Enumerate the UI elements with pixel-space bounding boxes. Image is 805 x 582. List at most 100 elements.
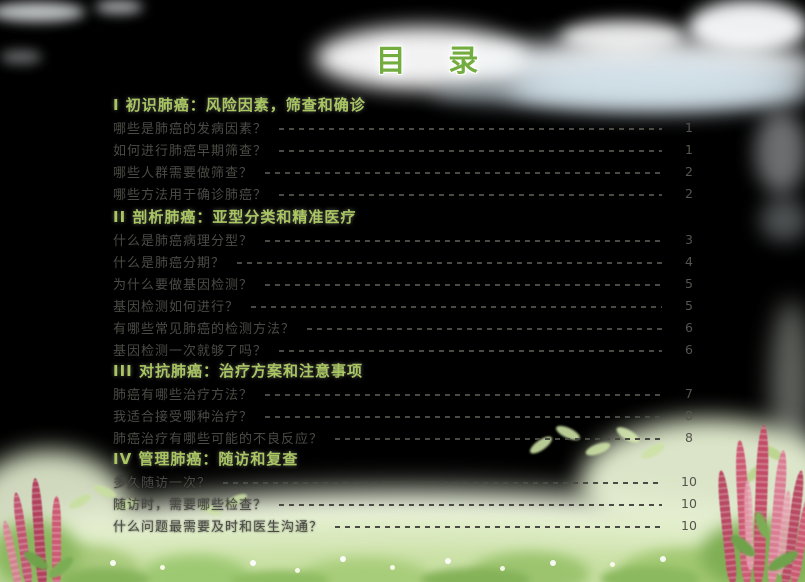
toc-item[interactable]: 哪些是肺癌的发病因素？ 1 [113,116,706,138]
toc-item[interactable]: 为什么要做基因检测？ 5 [113,272,706,294]
leaf-sprig [67,491,93,512]
cloud-blob [760,198,805,242]
toc-item-label: 哪些方法用于确诊肺癌？ [113,187,268,203]
daisy-dot [445,558,451,564]
toc-item[interactable]: 随访时，需要哪些检查？ 10 [113,492,706,514]
daisy-dot [250,560,256,566]
toc-page-number: 3 [685,231,693,247]
flower-spike [52,496,61,582]
toc-item-label: 哪些人群需要做筛查？ [113,165,254,181]
flower-leaf [765,547,801,575]
toc-item[interactable]: 有哪些常见肺癌的检测方法？ 6 [113,316,706,338]
toc-item[interactable]: 什么是肺癌分期？ 4 [113,250,706,272]
dotted-leader [265,171,662,174]
grass-tuft [20,545,140,582]
toc-item-label: 什么是肺癌分期？ [113,255,226,271]
toc-page-number: 10 [681,473,697,489]
toc-item[interactable]: 我适合接受哪种治疗？ 8 [113,404,706,426]
leaf-sprig [759,442,787,464]
toc-page-number: 5 [685,275,693,291]
flower-spike [734,439,753,582]
cloud-blob [688,0,805,54]
daisy-dot [610,562,615,567]
daisy-dot [110,560,116,566]
daisy-dot [340,556,346,562]
toc-page-number: 6 [685,341,693,357]
toc-page-number: 10 [681,517,697,533]
flower-spike [752,424,770,582]
toc-item[interactable]: 基因检测一次就够了吗？ 6 [113,338,706,360]
dotted-leader [265,393,662,396]
dotted-leader [251,305,662,308]
grass-tuft [470,552,590,582]
toc-item-label: 哪些是肺癌的发病因素？ [113,121,268,137]
flower-spike [716,469,738,582]
toc-page-number: 2 [685,185,693,201]
toc-page-number: 8 [685,407,693,423]
toc-page-number: 7 [685,385,693,401]
toc-item[interactable]: 基因检测如何进行？ 5 [113,294,706,316]
toc-item[interactable]: 多久随访一次？ 10 [113,470,706,492]
foliage-clump [700,520,805,582]
flower-spike [743,479,755,571]
dotted-leader [265,239,662,242]
toc-item-label: 肺癌治疗有哪些可能的不良反应？ [113,431,324,447]
dotted-leader [237,261,662,264]
toc-item-label: 有哪些常见肺癌的检测方法？ [113,321,296,337]
dotted-leader [279,149,662,152]
meadow-wash [0,450,130,570]
toc-item-label: 为什么要做基因检测？ [113,277,254,293]
cloud-blob [95,0,143,14]
dotted-leader [335,525,662,528]
leaf-sprig [741,460,769,486]
toc-item[interactable]: 肺癌治疗有哪些可能的不良反应？ 8 [113,426,706,448]
toc-page-number: 2 [685,163,693,179]
daisy-dot [295,568,300,573]
dotted-leader [279,127,662,130]
toc-page-number: 8 [685,429,693,445]
toc-page-number: 10 [681,495,697,511]
toc-item[interactable]: 什么问题最需要及时和医生沟通？ 10 [113,514,706,536]
dotted-leader [335,437,662,440]
toc-item-label: 什么是肺癌病理分型？ [113,233,254,249]
grass-tuft [60,568,150,582]
flower-spike [789,494,805,582]
grass-tuft [230,570,330,582]
toc-item[interactable]: 如何进行肺癌早期筛查？ 1 [113,138,706,160]
toc-item[interactable]: 肺癌有哪些治疗方法？ 7 [113,382,706,404]
daisy-dot [390,565,395,570]
toc-section-heading: I 初识肺癌：风险因素，筛查和确诊 [113,96,366,114]
toc-item-label: 什么问题最需要及时和医生沟通？ [113,519,324,535]
toc-item[interactable]: 什么是肺癌病理分型？ 3 [113,228,706,250]
toc-page-number: 6 [685,319,693,335]
page-title: 目 录 [375,44,495,79]
toc-section: II 剖析肺癌：亚型分类和精准医疗 什么是肺癌病理分型？ 3 什么是肺癌分期？ 4 为什么… [113,206,706,360]
cloud-blob [755,110,805,194]
toc-item[interactable]: 哪些人群需要做筛查？ 2 [113,160,706,182]
toc-section-heading: III 对抗肺癌：治疗方案和注意事项 [113,362,363,380]
toc-page-number: 1 [685,141,693,157]
dotted-leader [279,503,662,506]
toc-section: I 初识肺癌：风险因素，筛查和确诊 哪些是肺癌的发病因素？ 1 如何进行肺癌早期筛查？… [113,94,706,204]
cloud-blob [0,2,85,22]
flower-spike [11,491,34,582]
toc-item-label: 基因检测如何进行？ [113,299,240,315]
toc-section: IV 管理肺癌：随访和复查 多久随访一次？ 10 随访时，需要哪些检查？ 10 什么问题最… [113,448,706,536]
grass-tuft [140,555,250,582]
grass-tuft [300,558,430,582]
toc-page-number: 4 [685,253,693,269]
toc-section-heading: IV 管理肺癌：随访和复查 [113,450,299,468]
cloud-blob [560,20,685,54]
flower-leaf [45,553,77,582]
meadow-band [0,548,805,582]
toc-item-label: 我适合接受哪种治疗？ [113,409,254,425]
dotted-leader [265,415,662,418]
daisy-dot [550,560,556,566]
toc-item[interactable]: 哪些方法用于确诊肺癌？ 2 [113,182,706,204]
grass-tuft [740,540,805,582]
grass-tuft [420,568,530,582]
dotted-leader [307,327,662,330]
cloud-blob [0,50,42,64]
dotted-leader [265,283,662,286]
